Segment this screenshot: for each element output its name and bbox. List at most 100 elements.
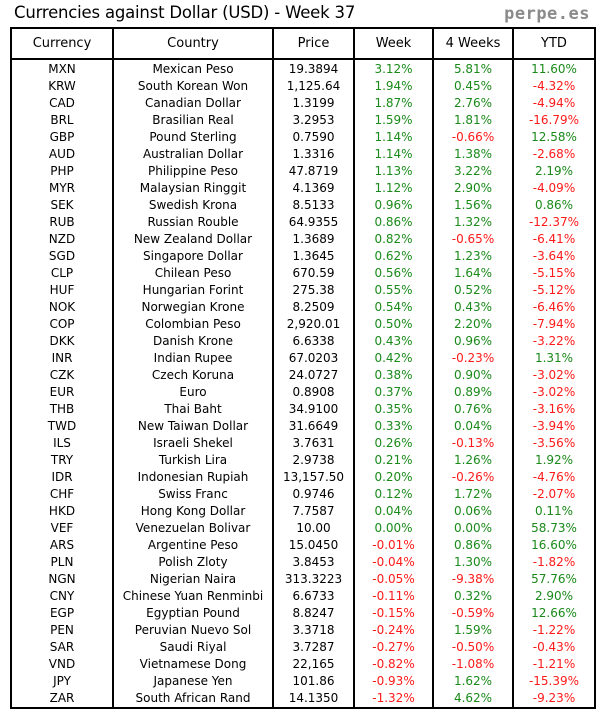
cell-price: 0.9746 — [272, 486, 355, 503]
cell-ytd: -1.22% — [512, 622, 596, 639]
cell-country: South African Rand — [112, 690, 274, 708]
cell-week: 0.96% — [353, 197, 434, 214]
cell-week: -0.01% — [353, 537, 434, 554]
table-row: ZAR South African Rand 14.1350 -1.32% 4.62% -… — [10, 690, 596, 708]
cell-currency: CAD — [10, 95, 114, 112]
cell-ytd: -2.07% — [512, 486, 596, 503]
cell-4-weeks: 1.38% — [432, 146, 514, 163]
cell-country: Canadian Dollar — [112, 95, 274, 112]
cell-4-weeks: 0.90% — [432, 367, 514, 384]
cell-country: New Taiwan Dollar — [112, 418, 274, 435]
table-row: CLP Chilean Peso 670.59 0.56% 1.64% -5.15% — [10, 265, 596, 282]
cell-4-weeks: 0.00% — [432, 520, 514, 537]
cell-currency: PEN — [10, 622, 114, 639]
cell-ytd: -16.79% — [512, 112, 596, 129]
cell-week: 0.04% — [353, 503, 434, 520]
cell-country: Singapore Dollar — [112, 248, 274, 265]
cell-currency: NOK — [10, 299, 114, 316]
cell-week: 0.55% — [353, 282, 434, 299]
currency-table: Currency Country Price Week 4 Weeks YTD … — [10, 27, 596, 709]
cell-price: 1.3689 — [272, 231, 355, 248]
cell-currency: HUF — [10, 282, 114, 299]
table-row: TWD New Taiwan Dollar 31.6649 0.33% 0.04% -3.… — [10, 418, 596, 435]
cell-currency: COP — [10, 316, 114, 333]
cell-country: Peruvian Nuevo Sol — [112, 622, 274, 639]
table-row: EUR Euro 0.8908 0.37% 0.89% -3.02% — [10, 384, 596, 401]
cell-currency: DKK — [10, 333, 114, 350]
cell-4-weeks: 0.89% — [432, 384, 514, 401]
cell-currency: INR — [10, 350, 114, 367]
table-row: JPY Japanese Yen 101.86 -0.93% 1.62% -15.39% — [10, 673, 596, 690]
table-row: IDR Indonesian Rupiah 13,157.50 0.20% -0.26%… — [10, 469, 596, 486]
page-title: Currencies against Dollar (USD) - Week 3… — [14, 3, 356, 22]
cell-currency: ZAR — [10, 690, 114, 708]
cell-4-weeks: 1.56% — [432, 197, 514, 214]
table-row: GBP Pound Sterling 0.7590 1.14% -0.66% 12.58% — [10, 129, 596, 146]
cell-price: 1.3316 — [272, 146, 355, 163]
header-row: Currency Country Price Week 4 Weeks YTD — [10, 28, 596, 60]
cell-week: -0.11% — [353, 588, 434, 605]
cell-ytd: -3.56% — [512, 435, 596, 452]
cell-ytd: -5.15% — [512, 265, 596, 282]
cell-week: 1.59% — [353, 112, 434, 129]
table-row: NZD New Zealand Dollar 1.3689 0.82% -0.65% -6… — [10, 231, 596, 248]
cell-ytd: -3.16% — [512, 401, 596, 418]
cell-country: Turkish Lira — [112, 452, 274, 469]
cell-week: -1.32% — [353, 690, 434, 708]
cell-currency: CHF — [10, 486, 114, 503]
cell-ytd: 57.76% — [512, 571, 596, 588]
cell-ytd: 2.90% — [512, 588, 596, 605]
table-row: ILS Israeli Shekel 3.7631 0.26% -0.13% -3.56% — [10, 435, 596, 452]
cell-currency: RUB — [10, 214, 114, 231]
cell-week: -0.04% — [353, 554, 434, 571]
header-country: Country — [112, 28, 274, 60]
cell-country: Swedish Krona — [112, 197, 274, 214]
cell-currency: ILS — [10, 435, 114, 452]
cell-4-weeks: 3.22% — [432, 163, 514, 180]
cell-week: 0.38% — [353, 367, 434, 384]
cell-week: 1.12% — [353, 180, 434, 197]
cell-week: -0.27% — [353, 639, 434, 656]
header-currency: Currency — [10, 28, 114, 60]
table-row: NGN Nigerian Naira 313.3223 -0.05% -9.38% 57.… — [10, 571, 596, 588]
cell-week: 1.14% — [353, 146, 434, 163]
cell-currency: THB — [10, 401, 114, 418]
cell-ytd: -6.41% — [512, 231, 596, 248]
cell-price: 3.2953 — [272, 112, 355, 129]
table-row: DKK Danish Krone 6.6338 0.43% 0.96% -3.22% — [10, 333, 596, 350]
cell-currency: NZD — [10, 231, 114, 248]
cell-ytd: -4.32% — [512, 78, 596, 95]
table-row: EGP Egyptian Pound 8.8247 -0.15% -0.59% 12.66… — [10, 605, 596, 622]
cell-currency: EUR — [10, 384, 114, 401]
cell-ytd: -15.39% — [512, 673, 596, 690]
cell-country: Venezuelan Bolivar — [112, 520, 274, 537]
cell-price: 1.3199 — [272, 95, 355, 112]
cell-country: Nigerian Naira — [112, 571, 274, 588]
cell-ytd: -6.46% — [512, 299, 596, 316]
cell-country: Colombian Peso — [112, 316, 274, 333]
cell-country: Chilean Peso — [112, 265, 274, 282]
cell-ytd: -1.82% — [512, 554, 596, 571]
cell-price: 275.38 — [272, 282, 355, 299]
cell-currency: SAR — [10, 639, 114, 656]
cell-currency: VND — [10, 656, 114, 673]
cell-4-weeks: -0.59% — [432, 605, 514, 622]
cell-price: 64.9355 — [272, 214, 355, 231]
table-row: THB Thai Baht 34.9100 0.35% 0.76% -3.16% — [10, 401, 596, 418]
cell-currency: TWD — [10, 418, 114, 435]
cell-4-weeks: -0.13% — [432, 435, 514, 452]
cell-price: 14.1350 — [272, 690, 355, 708]
cell-price: 47.8719 — [272, 163, 355, 180]
cell-4-weeks: 0.52% — [432, 282, 514, 299]
cell-ytd: -3.02% — [512, 367, 596, 384]
table-row: CHF Swiss Franc 0.9746 0.12% 1.72% -2.07% — [10, 486, 596, 503]
cell-price: 3.8453 — [272, 554, 355, 571]
cell-week: -0.05% — [353, 571, 434, 588]
cell-price: 670.59 — [272, 265, 355, 282]
cell-price: 31.6649 — [272, 418, 355, 435]
cell-ytd: 0.11% — [512, 503, 596, 520]
cell-price: 3.7631 — [272, 435, 355, 452]
table-row: VND Vietnamese Dong 22,165 -0.82% -1.08% -1.2… — [10, 656, 596, 673]
cell-price: 2.9738 — [272, 452, 355, 469]
cell-4-weeks: -0.66% — [432, 129, 514, 146]
